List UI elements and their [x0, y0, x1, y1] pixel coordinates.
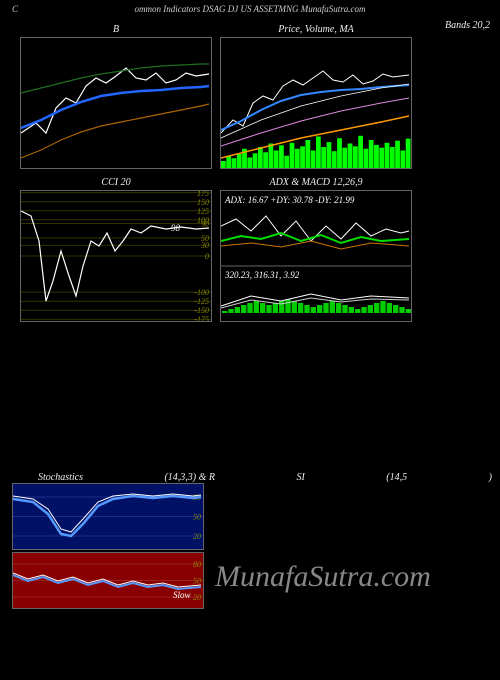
panel-price	[220, 37, 412, 169]
panel-price-title: Price, Volume, MA	[220, 24, 412, 35]
svg-text:50: 50	[193, 577, 201, 586]
si-end: )	[489, 472, 492, 483]
panel-cci-title: CCI 20	[20, 177, 212, 188]
chart-adx: ADX: 16.67 +DY: 30.78 -DY: 21.99 320.23, …	[221, 191, 411, 321]
svg-text:125: 125	[197, 207, 209, 216]
stoch-params: (14,3,3) & R	[164, 472, 215, 483]
svg-text:20: 20	[193, 593, 201, 602]
svg-text:Slow: Slow	[173, 590, 191, 600]
stoch-title-row: Stochastics (14,3,3) & R SI (14,5 )	[0, 472, 500, 483]
si-params: (14,5	[386, 472, 407, 483]
chart-price	[221, 38, 411, 168]
panel-b-title: B	[20, 24, 212, 35]
svg-text:80: 80	[193, 560, 201, 569]
header-center: ommon Indicators DSAG DJ US ASSETMNG Mun…	[134, 4, 365, 14]
bands-label: Bands 20,2	[445, 20, 490, 31]
svg-text:30: 30	[200, 241, 209, 250]
panel-stoch-red: 80 50 20Slow	[12, 552, 204, 609]
svg-text:50: 50	[193, 513, 201, 522]
si-label: SI	[296, 472, 304, 483]
svg-text:-150: -150	[194, 306, 209, 315]
panel-cci: 1751501251009050300-100-125-150-17598	[20, 190, 212, 322]
panel-adx-title: ADX & MACD 12,26,9	[220, 177, 412, 188]
svg-text:-100: -100	[194, 288, 209, 297]
panel-adx: ADX: 16.67 +DY: 30.78 -DY: 21.99 320.23, …	[220, 190, 412, 322]
svg-text:175: 175	[197, 191, 209, 198]
chart-stoch-red: 80 50 20Slow	[13, 553, 203, 608]
panel-stoch-blue: 805020	[12, 483, 204, 550]
page-header: C ommon Indicators DSAG DJ US ASSETMNG M…	[0, 0, 500, 18]
svg-text:0: 0	[205, 252, 209, 261]
chart-cci: 1751501251009050300-100-125-150-17598	[21, 191, 211, 321]
header-left: C	[12, 4, 18, 14]
svg-text:320.23, 316.31, 3.92: 320.23, 316.31, 3.92	[224, 270, 300, 280]
svg-text:150: 150	[197, 198, 209, 207]
svg-text:-125: -125	[194, 297, 209, 306]
chart-stoch-blue: 805020	[13, 484, 203, 549]
svg-text:98: 98	[171, 223, 181, 233]
svg-text:ADX: 16.67 +DY: 30.78 -DY: 21: ADX: 16.67 +DY: 30.78 -DY: 21.99	[224, 195, 355, 205]
chart-b	[21, 38, 211, 168]
panel-b	[20, 37, 212, 169]
stoch-label: Stochastics	[38, 472, 83, 483]
svg-text:90: 90	[201, 220, 209, 229]
svg-text:20: 20	[193, 532, 201, 541]
svg-text:-175: -175	[194, 315, 209, 321]
